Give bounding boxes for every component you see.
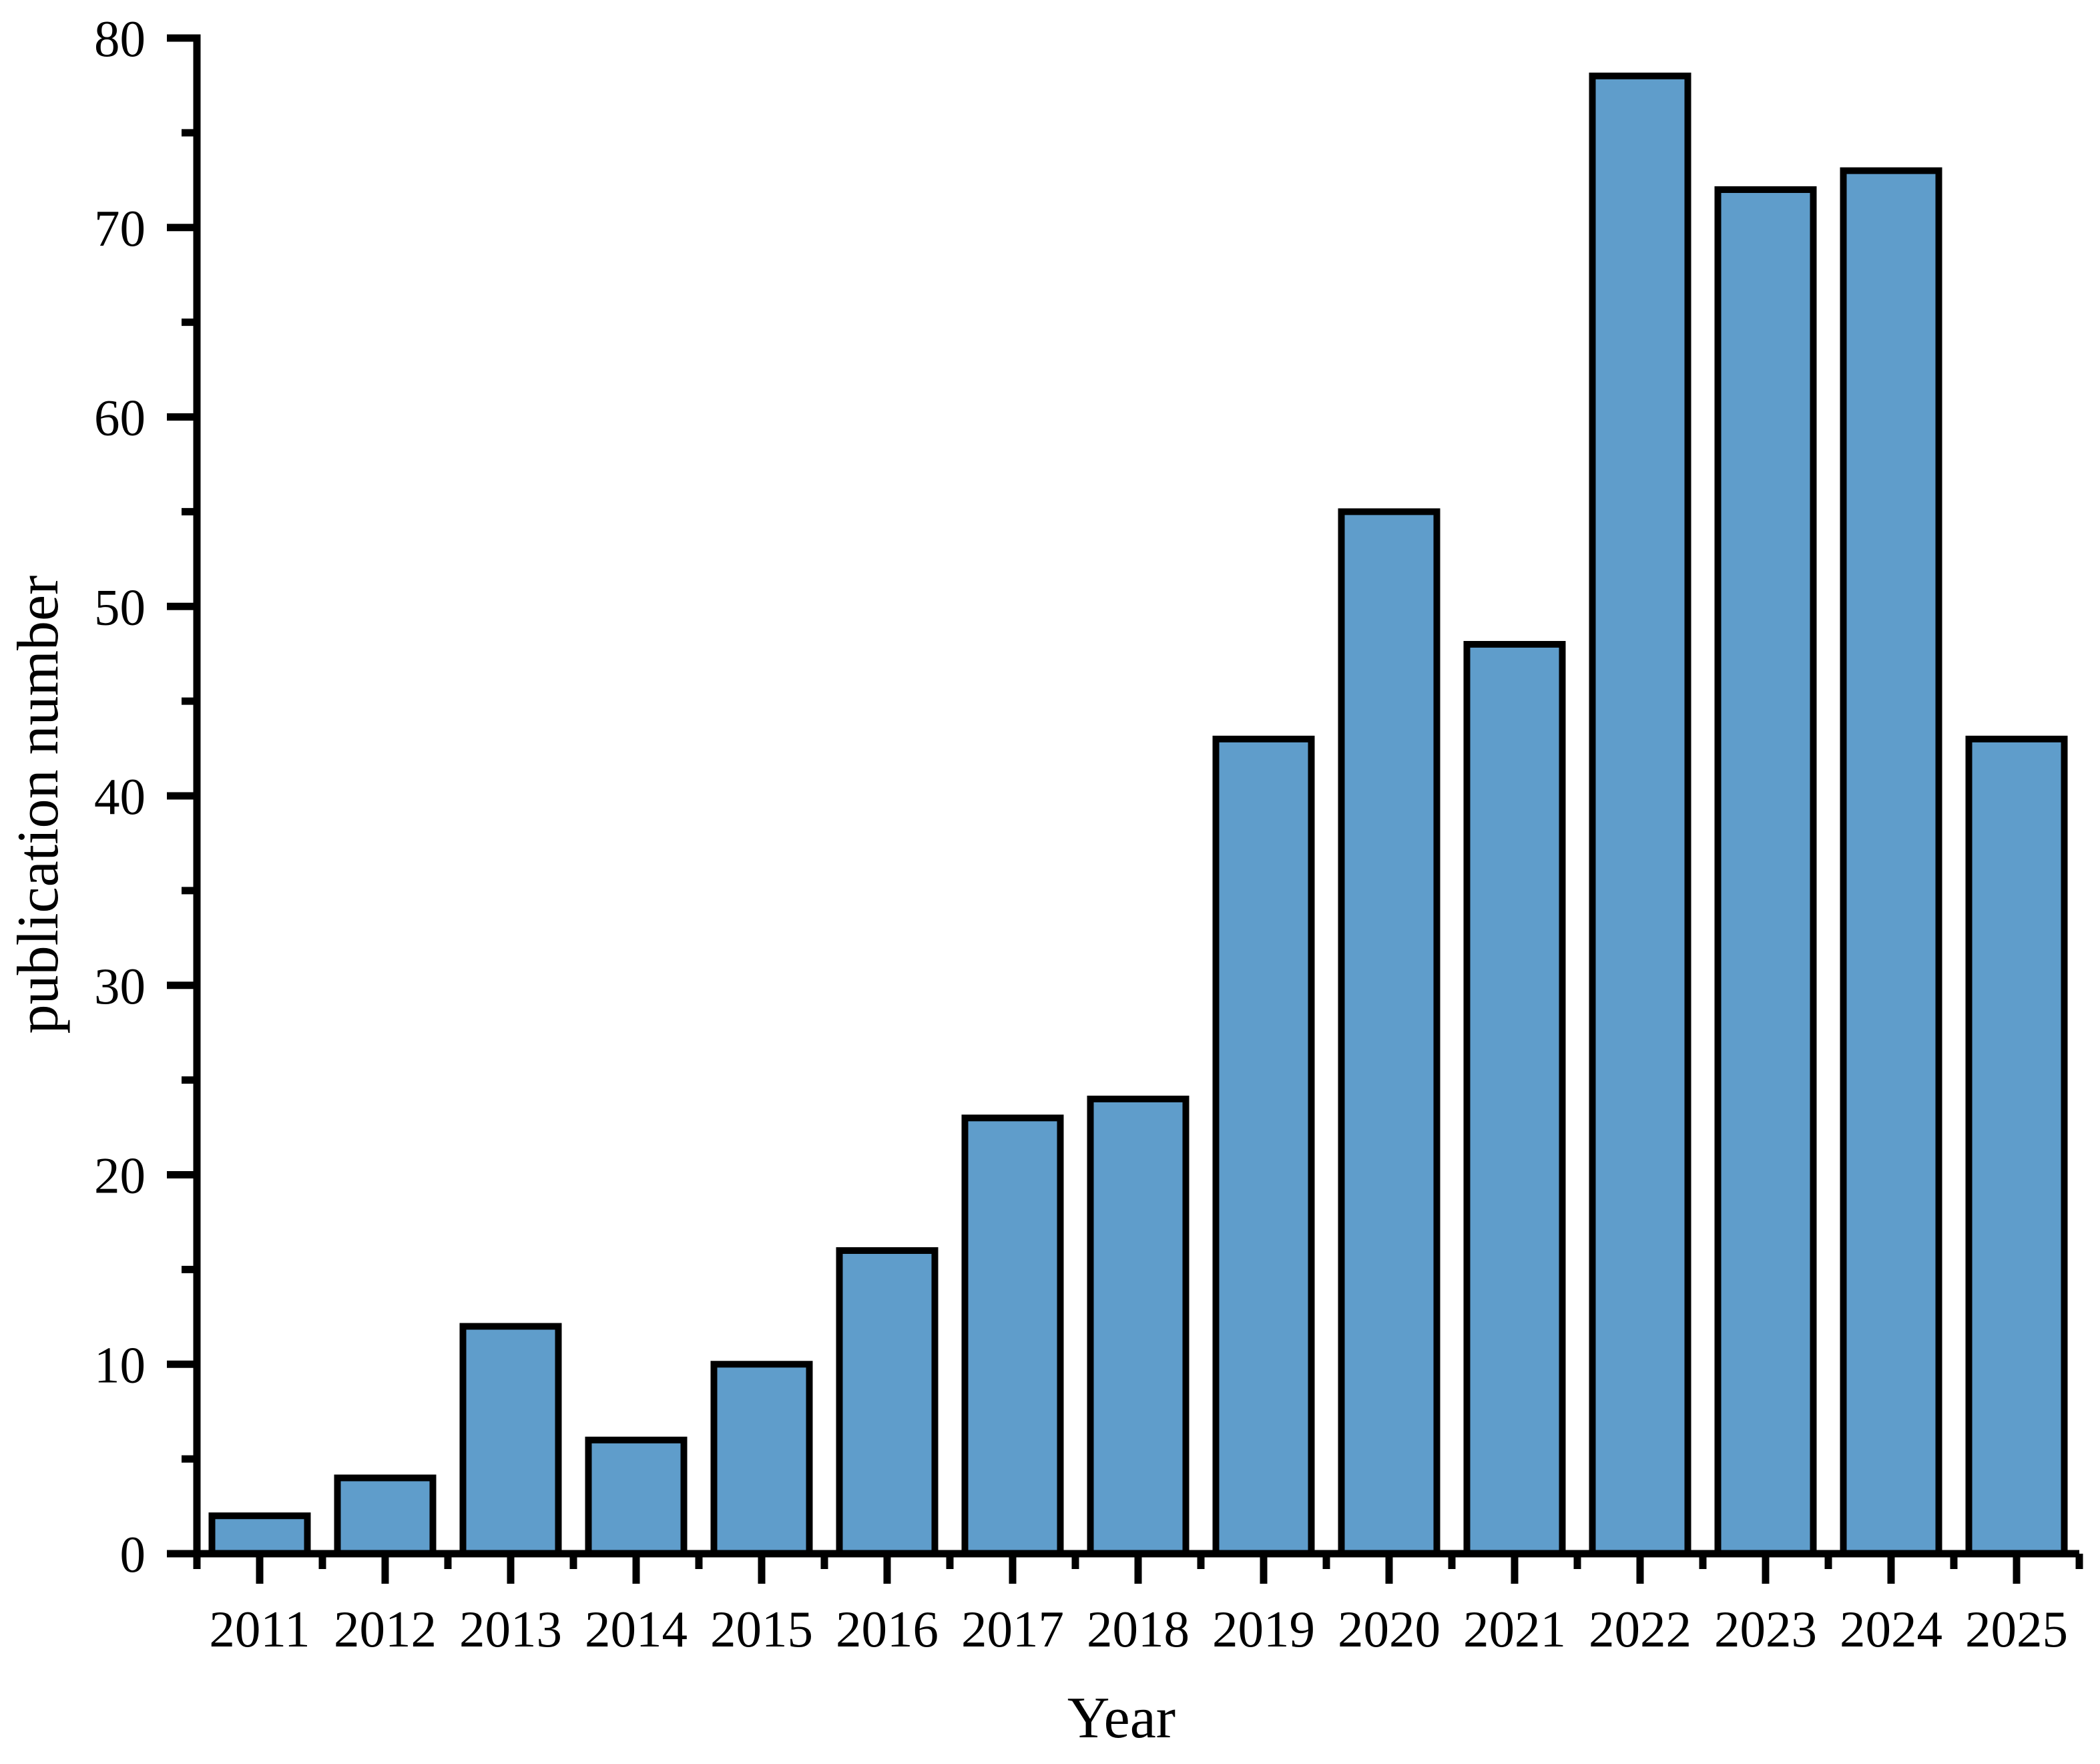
y-tick-label-80: 80 xyxy=(94,10,146,67)
x-tick-label-2012: 2012 xyxy=(334,1600,437,1658)
x-tick-label-2020: 2020 xyxy=(1338,1600,1440,1658)
y-tick-label-10: 10 xyxy=(94,1336,146,1393)
x-tick-label-2018: 2018 xyxy=(1087,1600,1190,1658)
y-tick-label-50: 50 xyxy=(94,578,146,636)
y-tick-label-40: 40 xyxy=(94,768,146,825)
bar-2019 xyxy=(1212,735,1315,1557)
y-axis-title: publication number xyxy=(6,576,71,1034)
bars-group xyxy=(208,72,2068,1557)
x-tick-label-2023: 2023 xyxy=(1714,1600,1817,1658)
x-tick-label-2019: 2019 xyxy=(1212,1600,1315,1658)
bar-2021 xyxy=(1463,641,1566,1557)
bar-2023 xyxy=(1714,186,1817,1557)
bar-2012 xyxy=(334,1474,437,1557)
x-tick-label-2022: 2022 xyxy=(1589,1600,1691,1658)
x-axis-title: Year xyxy=(1067,1686,1175,1751)
x-tick-label-2015: 2015 xyxy=(710,1600,813,1658)
y-tick-label-60: 60 xyxy=(94,389,146,447)
x-tick-label-2025: 2025 xyxy=(1965,1600,2068,1658)
axes-group xyxy=(167,34,2083,1584)
bar-2022 xyxy=(1589,72,1691,1557)
bar-2018 xyxy=(1087,1096,1190,1557)
x-tick-label-2011: 2011 xyxy=(209,1600,310,1658)
bar-2016 xyxy=(836,1247,939,1557)
bar-2013 xyxy=(459,1323,562,1557)
y-tick-label-0: 0 xyxy=(120,1526,146,1583)
x-tick-label-2016: 2016 xyxy=(836,1600,939,1658)
bar-2011 xyxy=(208,1512,311,1557)
bar-2017 xyxy=(961,1114,1064,1557)
x-tick-label-2017: 2017 xyxy=(961,1600,1064,1658)
y-tick-label-30: 30 xyxy=(94,957,146,1015)
x-tick-label-2021: 2021 xyxy=(1463,1600,1566,1658)
x-tick-label-2024: 2024 xyxy=(1840,1600,1942,1658)
x-tick-label-2014: 2014 xyxy=(585,1600,688,1658)
bar-2014 xyxy=(585,1436,688,1557)
y-tick-label-70: 70 xyxy=(94,200,146,257)
bar-2020 xyxy=(1338,508,1440,1557)
y-tick-label-20: 20 xyxy=(94,1147,146,1204)
x-tick-label-2013: 2013 xyxy=(459,1600,562,1658)
y-axis-tick-labels: 0 10 20 30 40 50 60 70 80 xyxy=(94,10,146,1583)
bar-2024 xyxy=(1840,167,1942,1557)
x-axis-tick-labels: 2011 2012 2013 2014 2015 2016 2017 2018 2019 2020… xyxy=(209,1600,2068,1658)
bar-2025 xyxy=(1965,735,2068,1557)
bar-2015 xyxy=(710,1361,813,1557)
